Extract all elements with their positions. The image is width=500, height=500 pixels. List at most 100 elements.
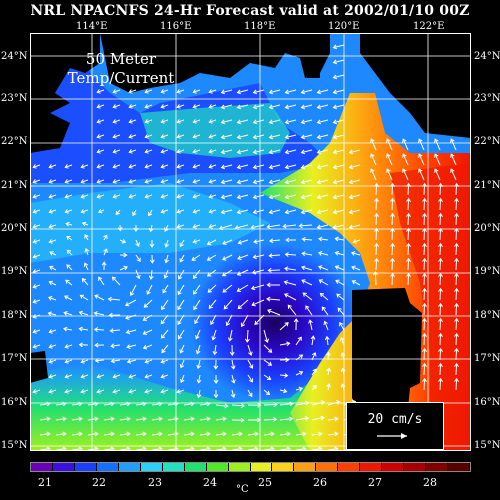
current-arrow	[215, 416, 227, 422]
current-arrow	[454, 182, 459, 196]
current-arrow	[252, 164, 265, 170]
small-island	[307, 66, 320, 78]
current-arrow	[236, 89, 249, 95]
current-arrow	[161, 299, 169, 311]
current-arrow	[422, 272, 427, 286]
current-arrow	[143, 299, 153, 308]
current-arrow	[311, 431, 323, 437]
current-arrow	[128, 119, 137, 124]
current-arrow	[126, 344, 137, 349]
colorbar-swatch	[184, 463, 207, 471]
current-arrow	[176, 89, 185, 94]
current-arrow	[144, 134, 153, 139]
current-arrow	[112, 149, 121, 154]
current-arrow	[49, 251, 57, 256]
current-arrow	[167, 416, 179, 422]
colorbar-swatch	[338, 463, 361, 471]
current-arrow	[390, 182, 395, 196]
current-arrow	[454, 362, 459, 376]
current-arrow	[48, 280, 57, 286]
current-arrow	[450, 138, 457, 151]
current-arrow	[93, 311, 105, 316]
current-arrow	[64, 374, 73, 379]
lat-label-left-21: 21°N	[1, 180, 28, 191]
current-arrow	[125, 314, 137, 320]
current-arrow	[49, 265, 57, 271]
current-arrow	[301, 236, 313, 242]
current-arrow	[177, 284, 185, 296]
current-arrow	[267, 308, 281, 316]
current-arrow	[193, 284, 201, 295]
current-arrow	[84, 234, 89, 241]
current-arrow	[422, 317, 427, 331]
current-arrow	[266, 282, 281, 288]
current-arrow	[284, 179, 297, 185]
current-arrow	[96, 164, 105, 169]
current-arrow	[454, 212, 459, 226]
current-arrow	[316, 224, 329, 230]
current-arrow	[48, 389, 57, 394]
guangdong-coast-land	[100, 33, 330, 93]
current-arrow	[107, 296, 121, 302]
current-arrow	[96, 134, 105, 139]
current-arrow	[220, 194, 233, 200]
current-arrow	[110, 358, 121, 364]
current-arrow	[103, 401, 115, 407]
current-arrow	[144, 389, 153, 394]
colorbar-label-21: 21	[38, 476, 52, 489]
current-arrow	[295, 370, 304, 376]
current-arrow	[103, 248, 108, 256]
current-arrow	[386, 168, 393, 181]
current-arrow	[332, 104, 345, 110]
current-arrow	[135, 239, 140, 247]
temperature-current-map	[30, 33, 471, 451]
current-arrow	[32, 239, 41, 244]
current-arrow	[406, 227, 411, 241]
lat-label-left-17: 17°N	[1, 353, 28, 364]
current-arrow	[222, 284, 233, 293]
current-arrow	[300, 149, 313, 155]
current-arrow	[334, 265, 345, 271]
current-arrow	[109, 328, 121, 334]
current-arrow	[316, 149, 329, 155]
current-arrow	[80, 194, 89, 199]
current-arrow	[112, 104, 121, 109]
current-arrow	[300, 104, 313, 110]
current-arrow	[438, 287, 443, 301]
current-arrow	[300, 164, 313, 170]
colorbar-swatch	[206, 463, 229, 471]
current-arrow	[247, 344, 253, 356]
current-arrow	[323, 320, 329, 331]
current-arrow	[32, 254, 41, 259]
current-arrow	[80, 209, 89, 214]
current-arrow	[32, 344, 41, 349]
current-arrow	[422, 332, 427, 346]
current-arrow	[196, 374, 202, 384]
current-arrow	[402, 168, 409, 181]
current-arrow	[318, 279, 329, 286]
current-arrow	[66, 264, 73, 271]
current-arrow	[267, 267, 281, 273]
colorbar-unit: °C	[236, 484, 249, 495]
current-arrow	[438, 182, 443, 196]
current-arrow	[192, 224, 201, 229]
current-arrow	[112, 164, 121, 169]
current-arrow	[236, 179, 249, 185]
current-arrow	[212, 344, 218, 356]
current-arrow	[374, 212, 379, 226]
current-arrow	[268, 179, 281, 185]
current-arrow	[167, 401, 179, 407]
current-arrow	[192, 89, 201, 94]
colorbar-label-28: 28	[423, 476, 437, 489]
current-arrow	[160, 374, 169, 379]
current-arrow	[254, 314, 265, 326]
current-arrow	[340, 352, 346, 361]
current-arrow	[64, 389, 73, 394]
current-arrow	[108, 312, 121, 318]
lat-label-right-15: 15°N	[474, 440, 500, 451]
current-arrow	[110, 343, 121, 349]
current-arrow	[162, 284, 169, 294]
current-arrow	[160, 119, 169, 124]
current-arrow	[222, 239, 233, 245]
current-arrow	[454, 227, 459, 241]
